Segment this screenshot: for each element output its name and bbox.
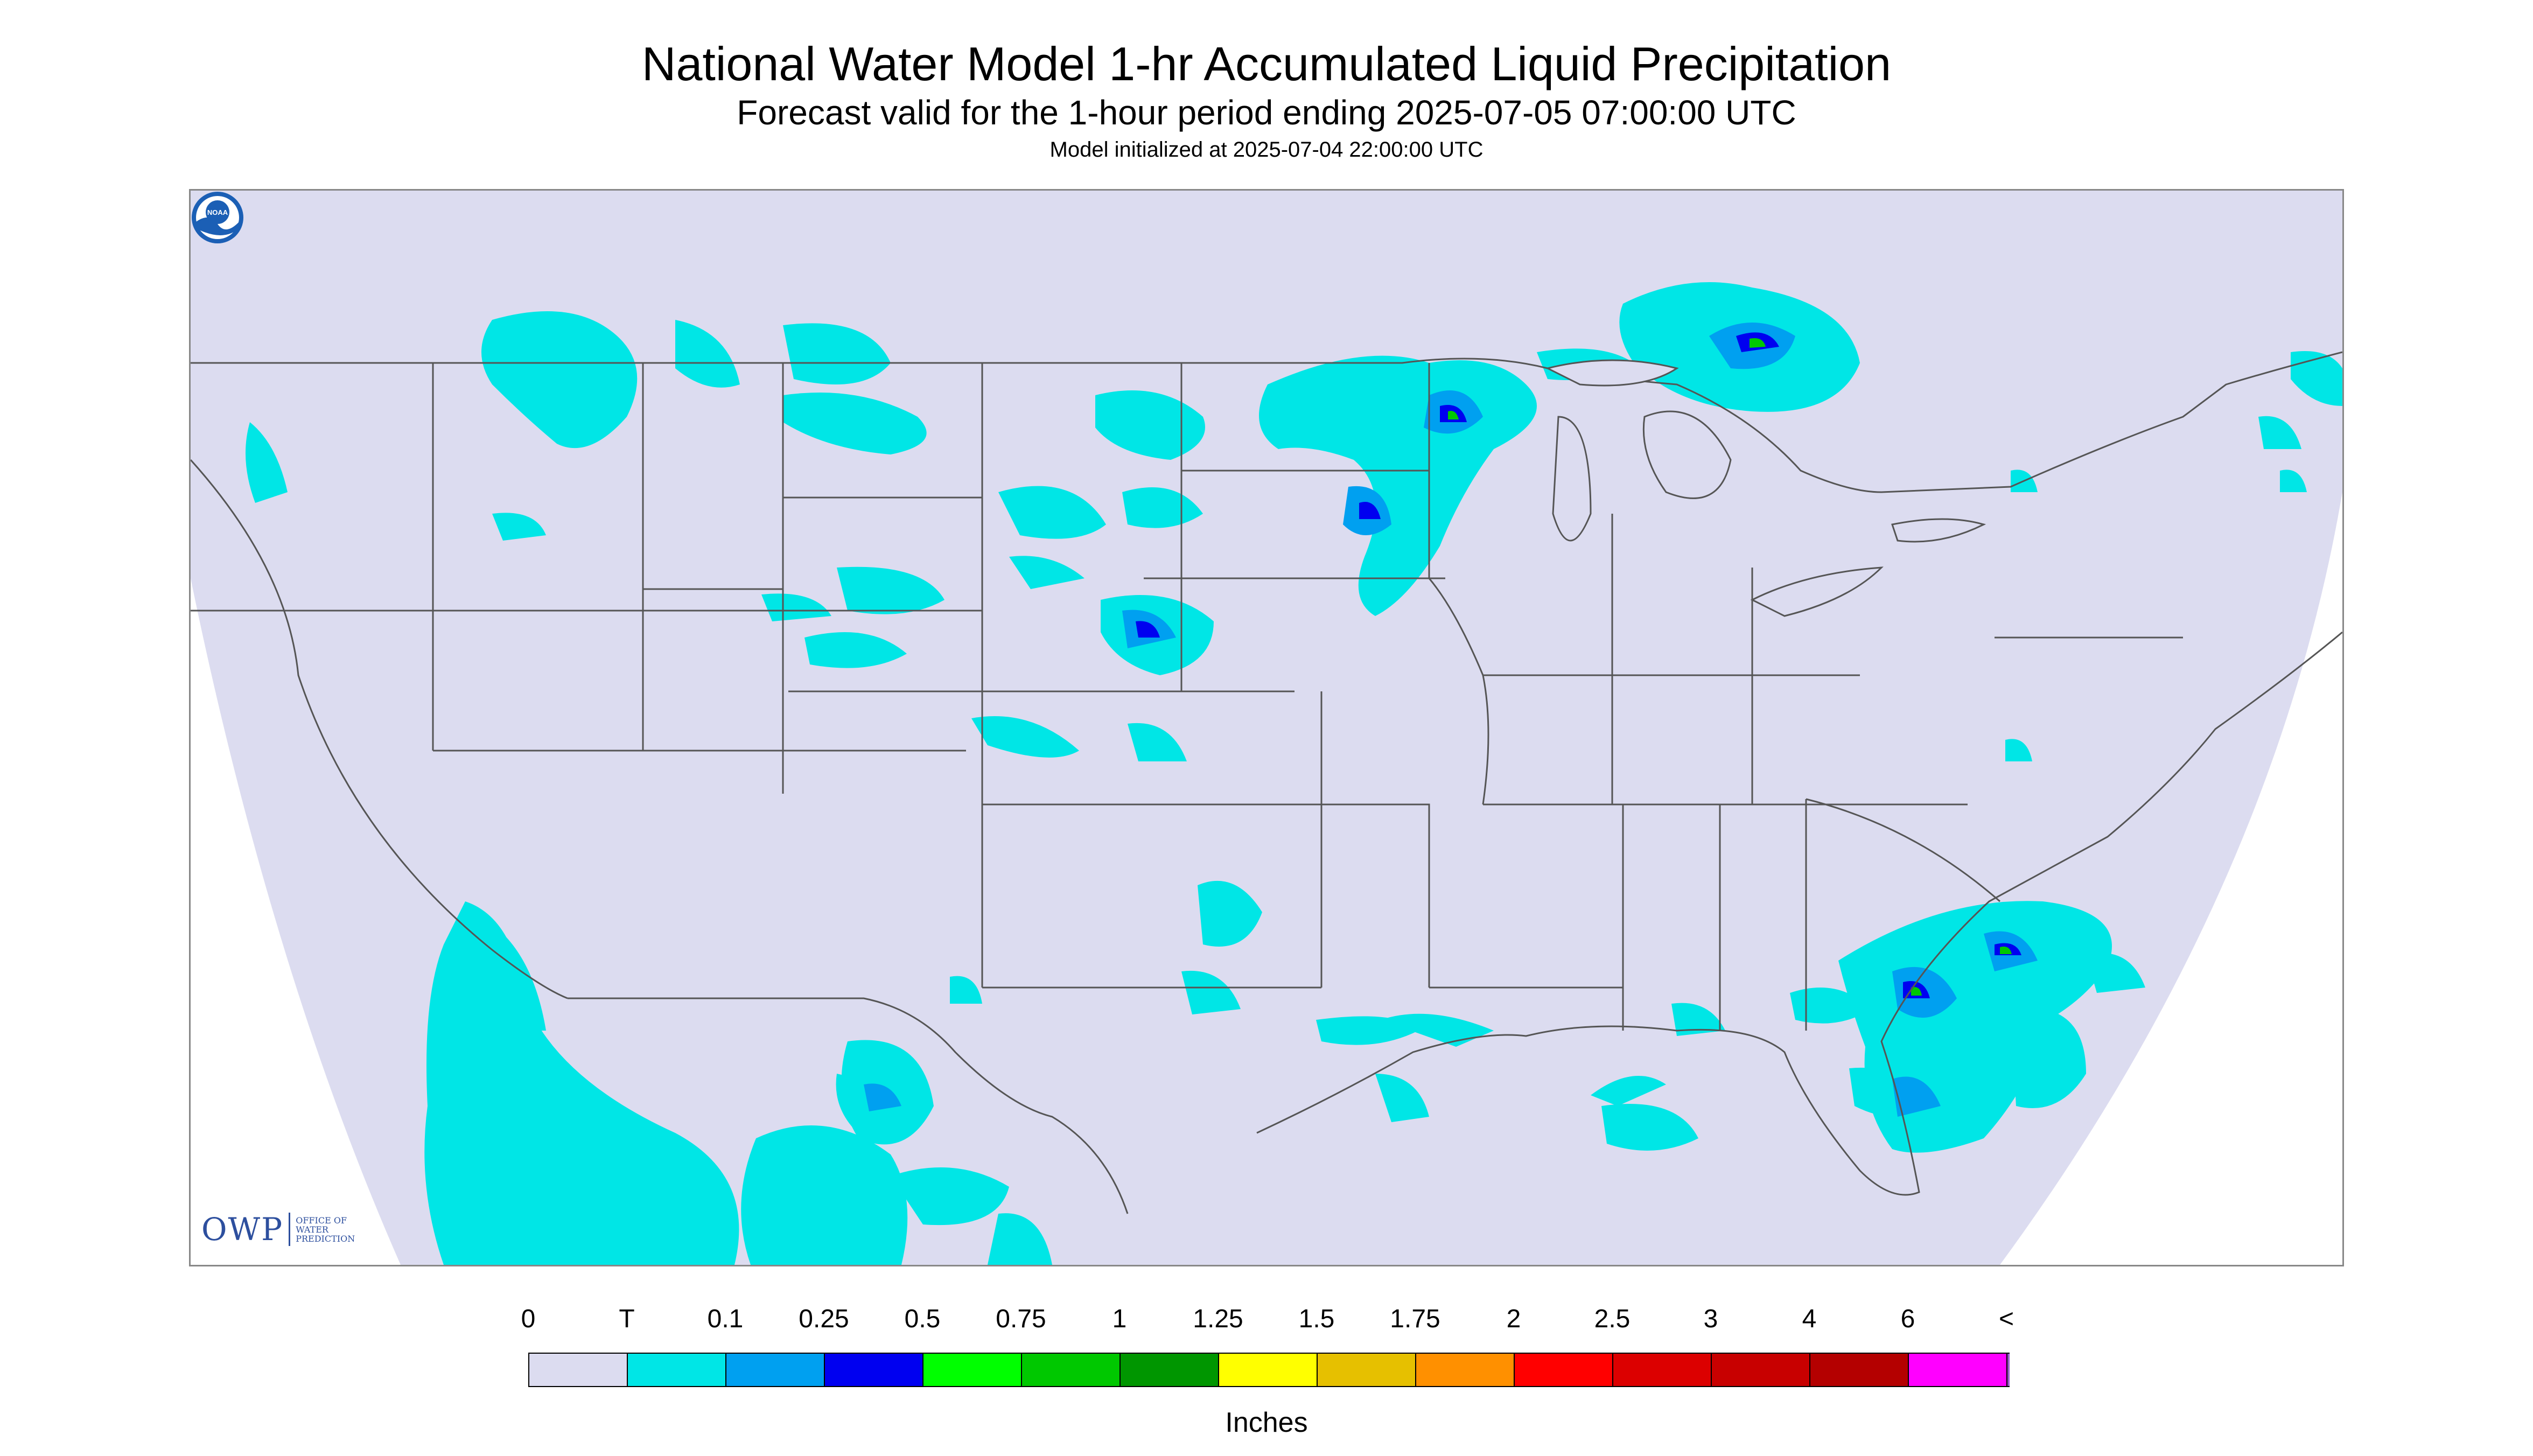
- map-title: National Water Model 1-hr Accumulated Li…: [641, 37, 1892, 90]
- legend-swatch: [1612, 1353, 1712, 1387]
- legend-units: Inches: [1225, 1407, 1308, 1438]
- map-canvas: [191, 191, 2342, 1265]
- owp-logo-line: WATER: [296, 1224, 328, 1235]
- legend-tick-label: 1.75: [1390, 1305, 1440, 1333]
- owp-logo-separator: [289, 1213, 291, 1246]
- owp-logo-line: PREDICTION: [296, 1233, 355, 1244]
- legend-swatch: [2006, 1353, 2010, 1387]
- noaa-logo-icon: NOAA: [192, 192, 243, 243]
- state-boundaries: [191, 351, 2342, 1214]
- legend-swatch: [1809, 1353, 1909, 1387]
- legend-swatch: [1317, 1353, 1416, 1387]
- legend-tick-label: 0.75: [996, 1305, 1046, 1333]
- precipitation-map: OWP OFFICE OF WATER PREDICTION NOAA: [189, 189, 2344, 1266]
- owp-logo-line: OFFICE OF: [296, 1215, 347, 1226]
- legend-swatch: [1514, 1353, 1613, 1387]
- great-lakes: [1545, 359, 1986, 617]
- legend-tick-label: 3: [1703, 1305, 1718, 1333]
- forecast-valid-line: Forecast valid for the 1-hour period end…: [737, 93, 1796, 132]
- legend-tick-label: 6: [1900, 1305, 1915, 1333]
- legend-tick-label: 1: [1112, 1305, 1127, 1333]
- model-init-line: Model initialized at 2025-07-04 22:00:00…: [1049, 138, 1484, 162]
- legend-swatch: [1119, 1353, 1219, 1387]
- legend-tick-label: 0.1: [707, 1305, 744, 1333]
- legend-tick-label: 2: [1506, 1305, 1521, 1333]
- legend-tick-label: T: [619, 1305, 635, 1333]
- owp-logo-text: OFFICE OF WATER PREDICTION: [296, 1216, 355, 1243]
- legend-tick-label: 0: [521, 1305, 536, 1333]
- legend-tick-label: 4: [1802, 1305, 1817, 1333]
- legend-tick-label: 2.5: [1594, 1305, 1631, 1333]
- legend-swatch: [824, 1353, 923, 1387]
- legend-swatch: [528, 1353, 628, 1387]
- legend-tick-label: 0.25: [799, 1305, 849, 1333]
- legend-swatch: [627, 1353, 726, 1387]
- noaa-logo-text: NOAA: [207, 208, 228, 216]
- legend-swatch: [1415, 1353, 1515, 1387]
- legend-swatch: [1711, 1353, 1810, 1387]
- precip-core-areas: [1448, 338, 2012, 996]
- owp-logo-mark: OWP: [201, 1211, 284, 1248]
- legend-tick-label: 1.25: [1193, 1305, 1243, 1333]
- legend-tick-label: <: [1998, 1305, 2014, 1333]
- legend-swatch: [1218, 1353, 1318, 1387]
- legend-tick-label: 1.5: [1298, 1305, 1335, 1333]
- color-legend: [528, 1353, 2010, 1387]
- legend-tick-label: 0.5: [904, 1305, 941, 1333]
- legend-swatch: [725, 1353, 825, 1387]
- legend-swatch: [922, 1353, 1022, 1387]
- legend-swatch: [1908, 1353, 2007, 1387]
- legend-swatch: [1021, 1353, 1121, 1387]
- owp-logo: OWP OFFICE OF WATER PREDICTION: [201, 1211, 355, 1248]
